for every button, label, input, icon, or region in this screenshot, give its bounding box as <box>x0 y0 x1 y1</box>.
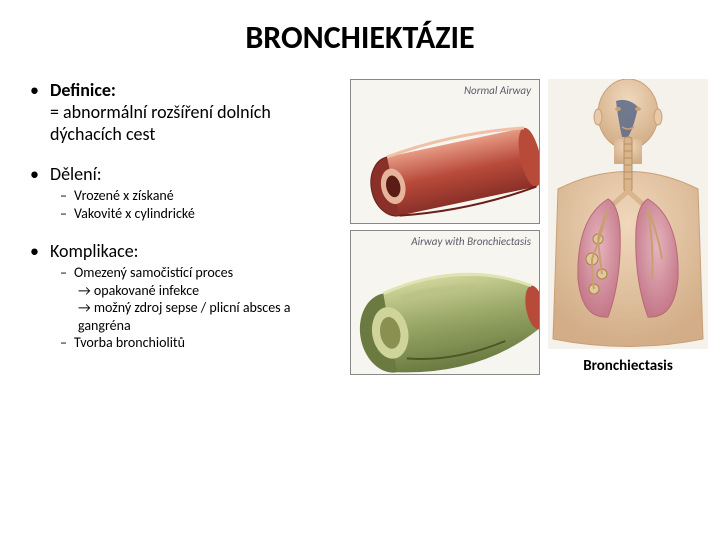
definition-body: = abnormální rozšíření dolních dýchacích… <box>50 101 340 145</box>
complication-item-0: Omezený samočistící proces <box>74 264 233 281</box>
content-area: • Definice: = abnormální rozšíření dolní… <box>30 79 690 375</box>
division-item-1: Vakovité x cylindrické <box>74 205 195 222</box>
list-item: –Vrozené x získané <box>60 187 340 205</box>
torso-caption: Bronchiectasis <box>583 357 673 375</box>
complication-item-1: Tvorba bronchiolitů <box>74 334 185 351</box>
normal-airway-figure: Normal Airway <box>350 79 540 224</box>
airways-panel: Normal Airway <box>350 79 540 375</box>
list-item: –Omezený samočistící proces → opakované … <box>60 264 340 334</box>
complications-sublist: –Omezený samočistící proces → opakované … <box>60 264 340 352</box>
bullet-list: • Definice: = abnormální rozšíření dolní… <box>30 79 340 352</box>
division-sublist: –Vrozené x získané –Vakovité x cylindric… <box>60 187 340 222</box>
complication-sub-1: → možný zdroj sepse / plicní absces a ga… <box>78 299 340 334</box>
normal-airway-label: Normal Airway <box>464 84 531 97</box>
division-label: Dělení: <box>50 163 102 185</box>
dilated-airway-icon <box>351 231 540 375</box>
dilated-airway-figure: Airway with Bronchiectasis <box>350 230 540 375</box>
division-item-0: Vrozené x získané <box>74 187 174 204</box>
bullet-definition: • Definice: = abnormální rozšíření dolní… <box>30 79 340 145</box>
torso-figure <box>548 79 708 349</box>
complication-sub-0: → opakované infekce <box>78 282 340 300</box>
normal-airway-icon <box>351 80 540 224</box>
torso-icon <box>548 79 708 349</box>
bullet-dot-icon: • <box>30 79 50 101</box>
list-item: –Vakovité x cylindrické <box>60 205 340 223</box>
torso-panel: Bronchiectasis <box>548 79 708 375</box>
text-column: • Definice: = abnormální rozšíření dolní… <box>30 79 340 375</box>
bullet-complications: • Komplikace: –Omezený samočistící proce… <box>30 240 340 352</box>
bullet-dot-icon: • <box>30 240 50 262</box>
image-column: Normal Airway <box>350 79 708 375</box>
slide-title: BRONCHIEKTÁZIE <box>30 18 690 57</box>
complications-label: Komplikace: <box>50 240 139 262</box>
bullet-dot-icon: • <box>30 163 50 185</box>
definition-label: Definice: <box>50 79 116 101</box>
slide: BRONCHIEKTÁZIE • Definice: = abnormální … <box>0 0 720 540</box>
list-item: –Tvorba bronchiolitů <box>60 334 340 352</box>
bullet-division: • Dělení: –Vrozené x získané –Vakovité x… <box>30 163 340 222</box>
dilated-airway-label: Airway with Bronchiectasis <box>411 235 531 248</box>
